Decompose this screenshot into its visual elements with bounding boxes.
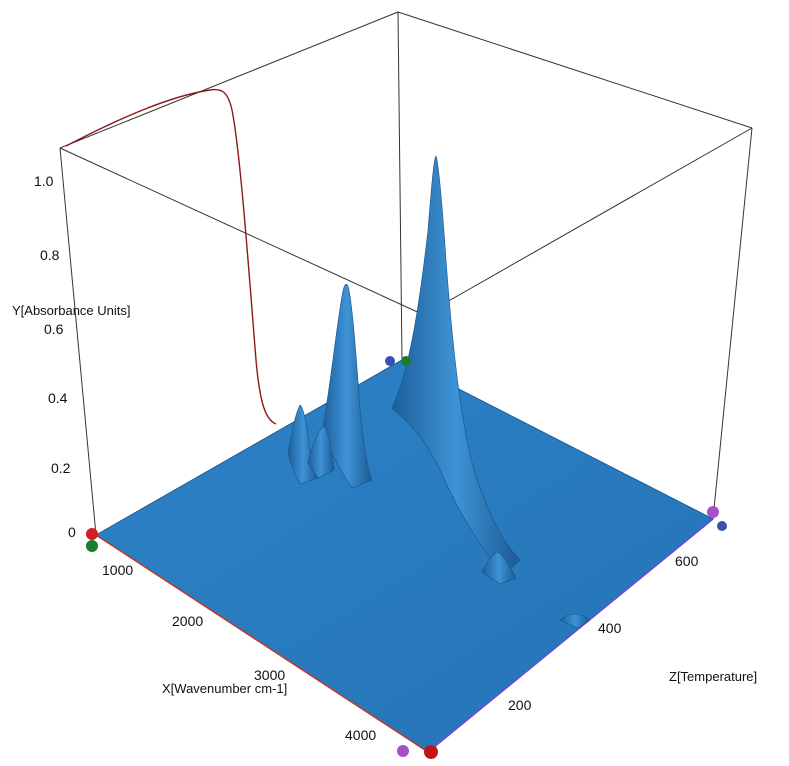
box-edge: [59, 147, 425, 316]
marker-red-front: [424, 745, 438, 759]
z-axis: 200 400 600 Z[Temperature]: [508, 553, 757, 713]
marker-blue: [385, 356, 395, 366]
x-axis: 1000 2000 3000 4000 X[Wavenumber cm-1]: [102, 562, 376, 743]
box-edge: [423, 127, 753, 316]
y-axis-title: Y[Absorbance Units]: [12, 303, 131, 318]
peak-1080: [391, 155, 521, 576]
x-axis-title: X[Wavenumber cm-1]: [162, 681, 287, 696]
ridge-shoulder: [559, 613, 591, 629]
back-wall-trace: [65, 88, 277, 425]
z-tick: 400: [598, 620, 622, 636]
corner-markers: [86, 356, 727, 759]
box-edge: [59, 147, 97, 536]
x-axis-edge: [95, 534, 429, 753]
x-tick: 4000: [345, 727, 376, 743]
box-edge: [397, 11, 403, 361]
box-edge: [397, 11, 753, 129]
marker-green: [86, 540, 98, 552]
y-axis: 1.0 0.8 0.6 0.4 0.2 0 Y[Absorbance Units…: [12, 173, 131, 540]
z-axis-title: Z[Temperature]: [669, 669, 757, 684]
peak-2200: [307, 425, 335, 479]
y-tick: 0.2: [51, 460, 71, 476]
box-edge: [712, 127, 753, 520]
y-tick: 0.6: [44, 321, 64, 337]
box-edge: [59, 11, 399, 149]
plot-box: [59, 11, 753, 753]
x-tick: 2000: [172, 613, 203, 629]
x-tick: 1000: [102, 562, 133, 578]
y-tick: 1.0: [34, 173, 54, 189]
y-tick: 0.8: [40, 247, 60, 263]
y-tick: 0: [68, 524, 76, 540]
marker-green-back: [401, 356, 411, 366]
marker-red: [86, 528, 98, 540]
peak-1700: [321, 283, 373, 489]
marker-blue-right: [717, 521, 727, 531]
z-tick: 600: [675, 553, 699, 569]
peak-ridges: [287, 155, 591, 629]
z-tick: 200: [508, 697, 532, 713]
x-tick: 3000: [254, 667, 285, 683]
peak-3000: [481, 551, 517, 585]
marker-purple: [707, 506, 719, 518]
z-axis-edge: [427, 518, 714, 753]
marker-purple-front: [397, 745, 409, 757]
y-tick: 0.4: [48, 390, 68, 406]
